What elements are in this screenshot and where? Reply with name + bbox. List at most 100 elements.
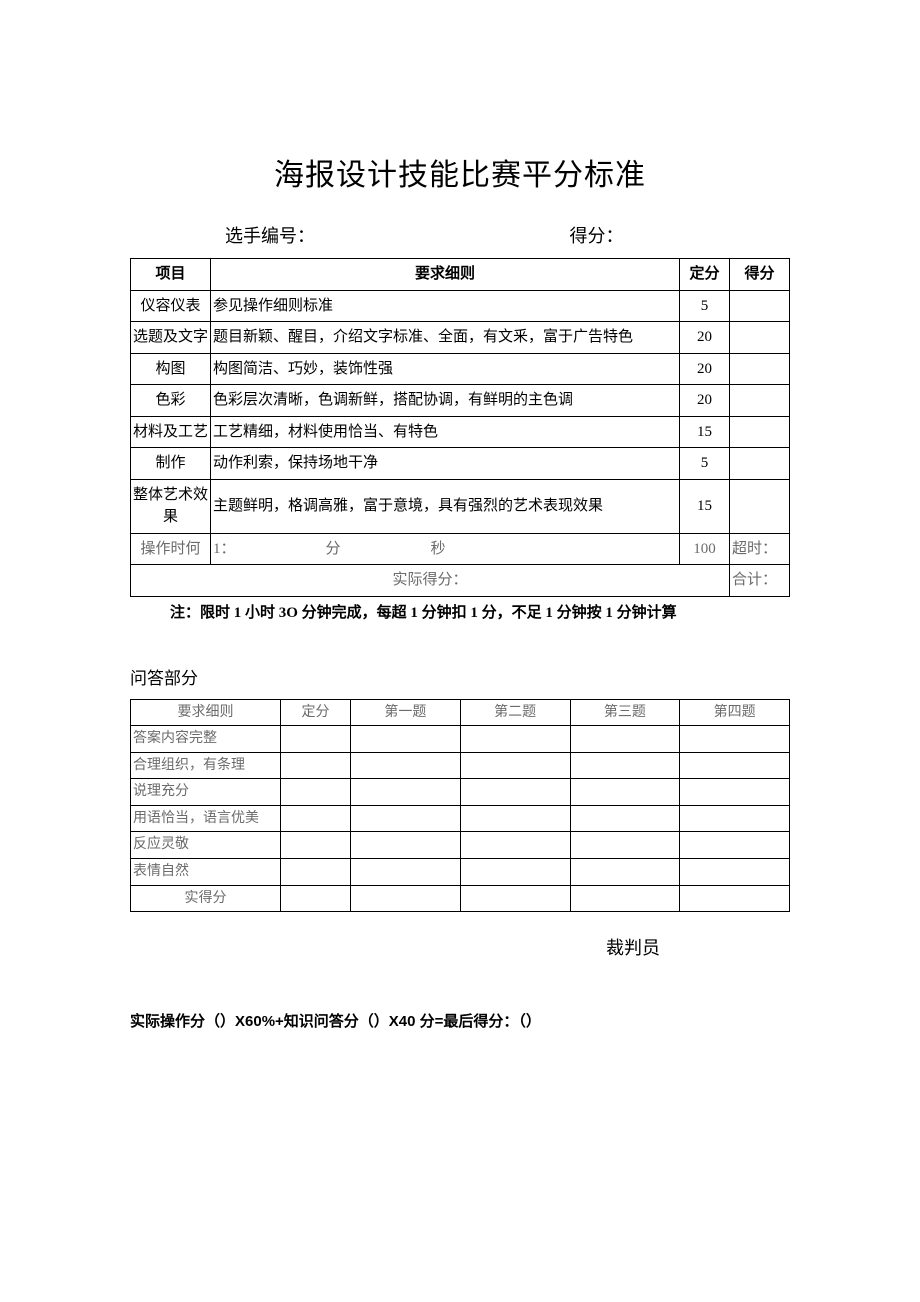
- cell-blank: [460, 859, 570, 886]
- table-row: 仪容仪表 参见操作细则标准 5: [131, 290, 790, 322]
- cell-blank: [460, 752, 570, 779]
- time-row: 操作时何 1：分秒 100 超时：: [131, 533, 790, 565]
- cell-criterion: 答案内容完整: [131, 726, 281, 753]
- cell-blank: [351, 859, 461, 886]
- header-q1: 第一题: [351, 699, 461, 726]
- cell-blank: [680, 805, 790, 832]
- time-prefix: 1：: [213, 541, 236, 557]
- cell-blank: [680, 779, 790, 806]
- cell-blank: [680, 752, 790, 779]
- header-q3: 第三题: [570, 699, 680, 726]
- cell-item: 仪容仪表: [131, 290, 211, 322]
- cell-score: [730, 322, 790, 354]
- footer-row: 实际得分： 合计：: [131, 565, 790, 597]
- cell-criterion: 反应灵敬: [131, 832, 281, 859]
- cell-fixed: 15: [680, 416, 730, 448]
- cell-score: [730, 448, 790, 480]
- cell-score: [730, 416, 790, 448]
- cell-blank: [351, 885, 461, 912]
- cell-blank: [680, 859, 790, 886]
- cell-time-value: 1：分秒: [211, 533, 680, 565]
- cell-item: 制作: [131, 448, 211, 480]
- footer-row: 实得分: [131, 885, 790, 912]
- table-row: 表情自然: [131, 859, 790, 886]
- cell-actual-score-label: 实得分: [131, 885, 281, 912]
- table-header-row: 项目 要求细则 定分 得分: [131, 259, 790, 291]
- cell-blank: [281, 859, 351, 886]
- cell-score: [730, 385, 790, 417]
- cell-blank: [460, 805, 570, 832]
- cell-item: 选题及文字: [131, 322, 211, 354]
- header-requirement: 要求细则: [131, 699, 281, 726]
- cell-blank: [460, 726, 570, 753]
- table-header-row: 要求细则 定分 第一题 第二题 第三题 第四题: [131, 699, 790, 726]
- table-row: 选题及文字 题目新颖、醒目，介绍文字标准、全面，有文釆，富于广告特色 20: [131, 322, 790, 354]
- cell-blank: [351, 832, 461, 859]
- cell-blank: [680, 832, 790, 859]
- cell-requirement: 题目新颖、醒目，介绍文字标准、全面，有文釆，富于广告特色: [211, 322, 680, 354]
- cell-blank: [281, 726, 351, 753]
- cell-fixed: 20: [680, 353, 730, 385]
- cell-blank: [570, 885, 680, 912]
- cell-time-fixed: 100: [680, 533, 730, 565]
- header-requirement: 要求细则: [211, 259, 680, 291]
- cell-criterion: 合理组织，有条理: [131, 752, 281, 779]
- score-label: 得分：: [570, 222, 624, 248]
- cell-fixed: 15: [680, 479, 730, 533]
- table-row: 材料及工艺 工艺精细，材料使用恰当、有特色 15: [131, 416, 790, 448]
- cell-blank: [570, 832, 680, 859]
- qa-section-heading: 问答部分: [130, 664, 790, 689]
- time-min-label: 分: [326, 541, 341, 557]
- table-row: 合理组织，有条理: [131, 752, 790, 779]
- cell-requirement: 动作利索，保持场地干净: [211, 448, 680, 480]
- cell-criterion: 说理充分: [131, 779, 281, 806]
- qa-table: 要求细则 定分 第一题 第二题 第三题 第四题 答案内容完整 合理组织，有条理 …: [130, 699, 790, 913]
- header-fixed-score: 定分: [680, 259, 730, 291]
- cell-blank: [281, 805, 351, 832]
- cell-score: [730, 479, 790, 533]
- table-row: 反应灵敬: [131, 832, 790, 859]
- cell-blank: [460, 832, 570, 859]
- header-fixed: 定分: [281, 699, 351, 726]
- cell-blank: [570, 752, 680, 779]
- cell-requirement: 构图简洁、巧妙，装饰性强: [211, 353, 680, 385]
- header-q2: 第二题: [460, 699, 570, 726]
- time-limit-note: 注：限时 1 小时 3O 分钟完成，每超 1 分钟扣 1 分，不足 1 分钟按 …: [130, 601, 790, 622]
- table-row: 整体艺术效果 主题鲜明，格调高雅，富于意境，具有强烈的艺术表现效果 15: [131, 479, 790, 533]
- cell-actual-score-label: 实际得分：: [131, 565, 730, 597]
- cell-blank: [460, 885, 570, 912]
- cell-requirement: 主题鲜明，格调高雅，富于意境，具有强烈的艺术表现效果: [211, 479, 680, 533]
- cell-blank: [570, 726, 680, 753]
- cell-blank: [281, 885, 351, 912]
- table-row: 制作 动作利索，保持场地干净 5: [131, 448, 790, 480]
- cell-fixed: 20: [680, 385, 730, 417]
- contestant-number-label: 选手编号：: [225, 222, 315, 248]
- cell-blank: [570, 859, 680, 886]
- table-row: 构图 构图简洁、巧妙，装饰性强 20: [131, 353, 790, 385]
- cell-blank: [570, 805, 680, 832]
- cell-blank: [351, 726, 461, 753]
- cell-fixed: 5: [680, 448, 730, 480]
- header-score: 得分: [730, 259, 790, 291]
- cell-item: 材料及工艺: [131, 416, 211, 448]
- cell-blank: [281, 752, 351, 779]
- final-score-formula: 实际操作分（）X60%+知识问答分（）X40 分=最后得分：（）: [130, 1010, 790, 1031]
- cell-item: 整体艺术效果: [131, 479, 211, 533]
- cell-blank: [281, 832, 351, 859]
- scoring-table: 项目 要求细则 定分 得分 仪容仪表 参见操作细则标准 5 选题及文字 题目新颖…: [130, 258, 790, 597]
- cell-blank: [680, 726, 790, 753]
- table-row: 答案内容完整: [131, 726, 790, 753]
- table-row: 色彩 色彩层次清晰，色调新鲜，搭配协调，有鲜明的主色调 20: [131, 385, 790, 417]
- cell-item: 构图: [131, 353, 211, 385]
- table-row: 说理充分: [131, 779, 790, 806]
- header-q4: 第四题: [680, 699, 790, 726]
- page-title: 海报设计技能比赛平分标准: [130, 150, 790, 194]
- info-row: 选手编号： 得分：: [130, 222, 790, 248]
- cell-blank: [351, 779, 461, 806]
- table-row: 用语恰当，语言优美: [131, 805, 790, 832]
- document-page: 海报设计技能比赛平分标准 选手编号： 得分： 项目 要求细则 定分 得分 仪容仪…: [0, 0, 920, 1091]
- cell-blank: [351, 805, 461, 832]
- cell-score: [730, 353, 790, 385]
- cell-overtime-label: 超时：: [730, 533, 790, 565]
- cell-fixed: 5: [680, 290, 730, 322]
